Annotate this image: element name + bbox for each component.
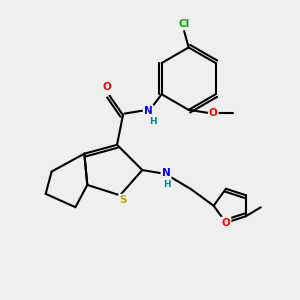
- Text: N: N: [144, 106, 153, 116]
- Text: Cl: Cl: [178, 19, 190, 29]
- Text: H: H: [149, 117, 157, 126]
- Text: H: H: [163, 180, 170, 189]
- Text: O: O: [102, 82, 111, 92]
- Text: O: O: [222, 218, 230, 228]
- Text: O: O: [209, 108, 218, 118]
- Text: N: N: [162, 168, 170, 178]
- Text: S: S: [119, 195, 127, 205]
